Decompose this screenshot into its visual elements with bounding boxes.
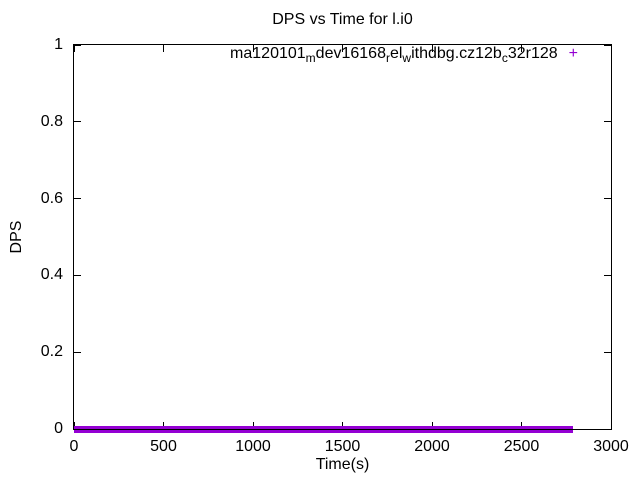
x-axis-line — [74, 428, 574, 430]
x-tick-label: 3000 — [593, 438, 629, 455]
y-tick-label: 0.6 — [40, 189, 63, 207]
y-tick-label: 0.8 — [40, 112, 63, 130]
chart-title: DPS vs Time for l.i0 — [272, 11, 413, 28]
y-tick-mark — [604, 274, 611, 276]
y-tick-label: 0.4 — [40, 266, 63, 284]
x-tick-mark — [342, 422, 343, 429]
y-tick-mark — [604, 198, 611, 200]
y-tick-mark — [74, 274, 81, 276]
x-tick-mark — [163, 422, 164, 429]
y-tick-mark — [74, 198, 81, 200]
x-tick-mark — [73, 45, 75, 52]
x-tick-mark — [431, 422, 433, 429]
y-tick-mark — [604, 428, 611, 430]
plot-area — [73, 44, 612, 433]
x-tick-label: 2500 — [503, 438, 540, 455]
x-tick-label: 1000 — [235, 438, 271, 455]
y-tick-label: 0 — [54, 420, 63, 437]
x-tick-label: 0 — [69, 438, 79, 455]
x-tick-label: 1500 — [324, 438, 361, 455]
x-tick-mark — [431, 45, 433, 52]
x-tick-mark — [252, 45, 254, 52]
x-tick-mark — [73, 422, 75, 429]
y-tick-mark — [604, 121, 611, 123]
x-tick-mark — [342, 45, 343, 52]
x-tick-mark — [610, 45, 612, 52]
legend-label: ma120101mdev16168relwithdbg.cz12bc32r128 — [230, 45, 558, 66]
x-tick-mark — [521, 45, 522, 52]
y-tick-label: 0.2 — [40, 343, 63, 361]
x-tick-label: 500 — [150, 438, 177, 455]
legend: ma120101mdev16168relwithdbg.cz12bc32r128… — [0, 45, 578, 66]
y-tick-mark — [74, 121, 81, 123]
x-tick-label: 2000 — [414, 438, 450, 455]
y-tick-mark — [604, 351, 611, 353]
y-tick-mark — [74, 44, 81, 46]
y-tick-mark — [604, 44, 611, 46]
x-axis-label: Time(s) — [315, 456, 370, 473]
x-tick-mark — [252, 422, 254, 429]
x-tick-mark — [521, 422, 522, 429]
x-tick-mark — [610, 422, 612, 429]
y-tick-mark — [74, 351, 81, 353]
y-tick-label: 1 — [54, 36, 63, 53]
y-axis-label: DPS — [8, 220, 25, 254]
x-tick-mark — [163, 45, 164, 52]
plus-marker-icon: + — [568, 45, 578, 62]
